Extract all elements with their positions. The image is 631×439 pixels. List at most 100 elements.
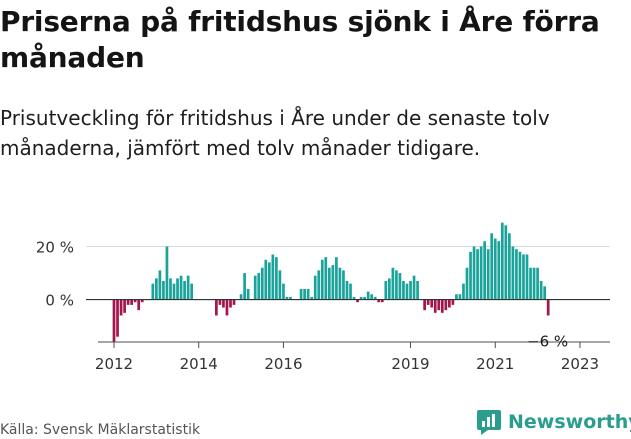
bar: [232, 299, 236, 305]
page-title: Priserna på fritidshus sjönk i Åre förra…: [0, 5, 600, 74]
bar: [345, 281, 349, 300]
bar: [546, 299, 550, 316]
bar: [532, 267, 536, 300]
bar: [458, 294, 462, 300]
bar: [522, 254, 525, 300]
bar: [225, 299, 229, 316]
bar: [539, 281, 543, 300]
x-tick-label: 2014: [180, 355, 218, 373]
brand-logo: Newsworthy: [476, 408, 631, 436]
bar: [448, 299, 451, 308]
bar: [511, 246, 515, 300]
bar: [317, 270, 321, 300]
newsworthy-logo-icon: [477, 410, 501, 435]
bar: [239, 294, 243, 300]
y-tick-label: 0 %: [45, 292, 74, 310]
bar: [455, 294, 458, 300]
bar: [377, 299, 381, 303]
bar: [137, 299, 141, 311]
bar: [275, 257, 278, 300]
bar: [112, 299, 116, 342]
bar: [469, 251, 472, 300]
bar: [267, 262, 271, 300]
bar: [158, 270, 162, 300]
x-tick-label: 2019: [391, 355, 429, 373]
bar: [462, 283, 465, 300]
bar: [479, 246, 483, 300]
page-subtitle: Prisutveckling för fritidshus i Åre unde…: [0, 106, 550, 160]
bar: [338, 267, 342, 300]
bar: [412, 275, 416, 300]
x-tick-label: 2023: [561, 355, 599, 373]
brand-name: Newsworthy: [508, 411, 631, 433]
bar: [253, 275, 257, 300]
bar: [257, 273, 261, 300]
bar: [162, 281, 165, 300]
bar: [476, 249, 479, 300]
bar: [423, 299, 426, 311]
bar: [324, 257, 328, 300]
bar: [190, 283, 194, 300]
bar: [278, 270, 282, 300]
bar: [331, 265, 335, 300]
bar: [282, 283, 285, 300]
bar: [342, 270, 345, 300]
x-tick-label: 2016: [264, 355, 302, 373]
bar: [366, 291, 370, 300]
bar: [515, 249, 518, 300]
bar: [497, 241, 501, 300]
bar: [116, 299, 119, 337]
bar: [172, 283, 176, 300]
bar: [186, 275, 190, 300]
bar: [222, 299, 225, 308]
bar: [130, 299, 133, 305]
bar: [430, 299, 434, 308]
x-tick-label: 2012: [95, 355, 133, 373]
bar: [179, 275, 183, 300]
bar: [218, 299, 222, 305]
bar: [444, 299, 448, 311]
bar: [356, 299, 359, 303]
bar: [215, 299, 218, 316]
bar: [543, 286, 547, 300]
bar-chart: 0 % 20 % 2012 2014 2016 2019 2021 2023 −6 %: [36, 222, 610, 373]
bar: [370, 294, 374, 300]
bar: [405, 283, 409, 300]
bar: [493, 238, 497, 300]
bar: [472, 246, 476, 300]
bar: [310, 296, 314, 300]
bar: [155, 278, 158, 300]
bar: [133, 299, 137, 303]
bar: [246, 288, 250, 300]
bar: [387, 278, 391, 300]
bar: [260, 267, 264, 300]
bar: [243, 273, 246, 300]
bar: [409, 281, 412, 300]
bar: [320, 259, 324, 300]
bar: [264, 259, 268, 300]
bar: [395, 270, 398, 300]
bar: [508, 233, 511, 300]
x-tick-label: 2021: [476, 355, 514, 373]
bar: [119, 299, 123, 316]
bar: [352, 296, 356, 300]
bar: [169, 278, 172, 300]
bar: [176, 278, 179, 300]
bar: [529, 267, 532, 300]
bar: [229, 299, 232, 308]
bar: [500, 222, 504, 300]
bar: [363, 296, 366, 300]
bar: [437, 299, 441, 311]
bar: [391, 267, 395, 300]
bar: [335, 257, 338, 300]
bar: [416, 281, 419, 300]
bar: [299, 288, 303, 300]
bar: [151, 283, 155, 300]
bar: [525, 254, 529, 300]
bar: [465, 267, 469, 300]
y-tick-label: 20 %: [36, 239, 74, 257]
source-note: Källa: Svensk Mäklarstatistik: [0, 422, 201, 438]
bar: [536, 267, 539, 300]
bar: [504, 225, 508, 300]
bar: [380, 299, 384, 303]
